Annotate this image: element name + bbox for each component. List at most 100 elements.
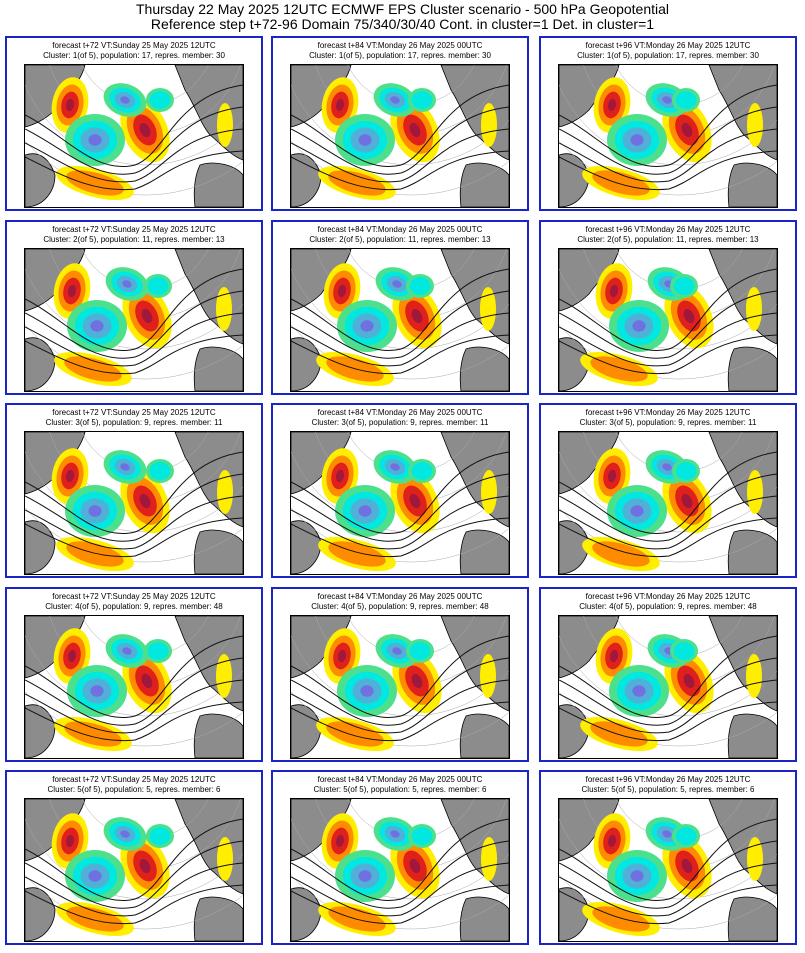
positive-anomaly-area — [65, 469, 75, 483]
negative-anomaly-area — [662, 463, 672, 471]
negative-anomaly-area — [122, 280, 132, 288]
geopotential-contour — [291, 150, 509, 191]
geopotential-contour — [559, 884, 777, 925]
geopotential-contour — [291, 84, 509, 167]
land-area — [727, 346, 777, 391]
geopotential-contour — [291, 334, 509, 375]
positive-anomaly-area — [141, 673, 153, 689]
geopotential-contour — [291, 128, 509, 183]
panel-forecast-label: forecast t+96 VT:Monday 26 May 2025 12UT… — [585, 225, 751, 234]
panel-forecast-label: forecast t+72 VT:Sunday 25 May 2025 12UT… — [52, 592, 216, 601]
geopotential-contour — [291, 451, 509, 534]
panel-forecast-label: forecast t+84 VT:Monday 26 May 2025 00UT… — [317, 775, 483, 784]
positive-anomaly-area — [746, 654, 762, 698]
positive-anomaly-area — [326, 721, 384, 747]
land-area — [727, 162, 777, 207]
cluster-forecast-panel: forecast t+84 VT:Monday 26 May 2025 00UT… — [271, 770, 529, 945]
cluster-forecast-panel: forecast t+96 VT:Monday 26 May 2025 12UT… — [539, 587, 797, 762]
geopotential-contour — [25, 884, 243, 925]
land-area — [559, 153, 590, 207]
cluster-forecast-panel: forecast t+72 VT:Sunday 25 May 2025 12UT… — [5, 770, 263, 945]
geopotential-contour — [25, 128, 243, 183]
panel-cluster-label: Cluster: 1(of 5), population: 17, repres… — [577, 51, 759, 60]
positive-anomaly-area — [337, 649, 347, 663]
geopotential-contour — [25, 150, 243, 191]
land-area — [708, 616, 777, 712]
geopotential-contour — [559, 635, 777, 718]
positive-anomaly-area — [335, 834, 345, 848]
positive-anomaly-area — [64, 721, 122, 747]
negative-anomaly-area — [147, 642, 169, 660]
negative-anomaly-area — [122, 647, 132, 655]
negative-anomaly-area — [88, 134, 102, 146]
positive-anomaly-area — [217, 103, 233, 147]
panel-forecast-label: forecast t+96 VT:Monday 26 May 2025 12UT… — [585, 41, 751, 50]
negative-anomaly-area — [411, 91, 433, 109]
geopotential-contour — [291, 657, 509, 726]
cluster-forecast-panel: forecast t+96 VT:Monday 26 May 2025 12UT… — [539, 770, 797, 945]
positive-anomaly-area — [67, 284, 77, 298]
negative-anomaly-area — [147, 277, 169, 295]
negative-anomaly-area — [673, 642, 695, 660]
forecast-map — [291, 65, 509, 207]
negative-anomaly-area — [632, 320, 646, 332]
positive-anomaly-area — [65, 834, 75, 848]
positive-anomaly-area — [747, 103, 763, 147]
land-area — [174, 616, 243, 712]
land-area — [25, 887, 56, 941]
geopotential-contour — [559, 862, 777, 917]
graticule-line — [291, 691, 509, 747]
negative-anomaly-area — [392, 280, 402, 288]
positive-anomaly-area — [683, 673, 695, 689]
cluster-forecast-panel: forecast t+84 VT:Monday 26 May 2025 00UT… — [271, 403, 529, 578]
panel-forecast-label: forecast t+96 VT:Monday 26 May 2025 12UT… — [585, 592, 751, 601]
graticule-line — [559, 324, 777, 380]
land-area — [727, 896, 777, 941]
cluster-forecast-panel: forecast t+96 VT:Monday 26 May 2025 12UT… — [539, 220, 797, 395]
map-frame — [558, 248, 778, 392]
geopotential-contour — [25, 657, 243, 726]
panel-cluster-label: Cluster: 5(of 5), population: 5, repres.… — [581, 785, 755, 794]
geopotential-contour — [25, 517, 243, 558]
negative-anomaly-area — [411, 827, 433, 845]
graticule-line — [25, 874, 243, 930]
panel-forecast-label: forecast t+72 VT:Sunday 25 May 2025 12UT… — [52, 408, 216, 417]
positive-anomaly-area — [607, 469, 617, 483]
land-area — [25, 704, 56, 758]
negative-anomaly-area — [358, 870, 372, 882]
negative-anomaly-area — [120, 96, 130, 104]
forecast-map — [291, 616, 509, 758]
map-frame — [24, 431, 244, 575]
geopotential-contour — [291, 268, 509, 351]
land-area — [25, 520, 56, 574]
geopotential-contour — [291, 884, 509, 925]
panel-forecast-label: forecast t+96 VT:Monday 26 May 2025 12UT… — [585, 775, 751, 784]
forecast-map — [559, 616, 777, 758]
geopotential-contour — [559, 840, 777, 909]
map-frame — [290, 615, 510, 759]
negative-anomaly-area — [392, 647, 402, 655]
negative-anomaly-area — [360, 685, 374, 697]
land-area — [440, 616, 509, 712]
positive-anomaly-area — [481, 837, 497, 881]
graticule-line — [559, 140, 777, 196]
positive-anomaly-area — [481, 103, 497, 147]
negative-anomaly-area — [88, 505, 102, 517]
forecast-map — [291, 432, 509, 574]
positive-anomaly-area — [409, 858, 421, 874]
map-frame — [24, 798, 244, 942]
map-frame — [558, 431, 778, 575]
positive-anomaly-area — [747, 837, 763, 881]
land-area — [708, 65, 777, 161]
panel-forecast-label: forecast t+72 VT:Sunday 25 May 2025 12UT… — [52, 225, 216, 234]
positive-anomaly-area — [409, 122, 421, 138]
geopotential-contour — [559, 451, 777, 534]
positive-anomaly-area — [328, 170, 386, 196]
land-area — [727, 529, 777, 574]
land-area — [291, 520, 322, 574]
cluster-forecast-panel: forecast t+72 VT:Sunday 25 May 2025 12UT… — [5, 36, 263, 211]
map-frame — [290, 798, 510, 942]
land-area — [174, 799, 243, 895]
positive-anomaly-area — [681, 858, 693, 874]
